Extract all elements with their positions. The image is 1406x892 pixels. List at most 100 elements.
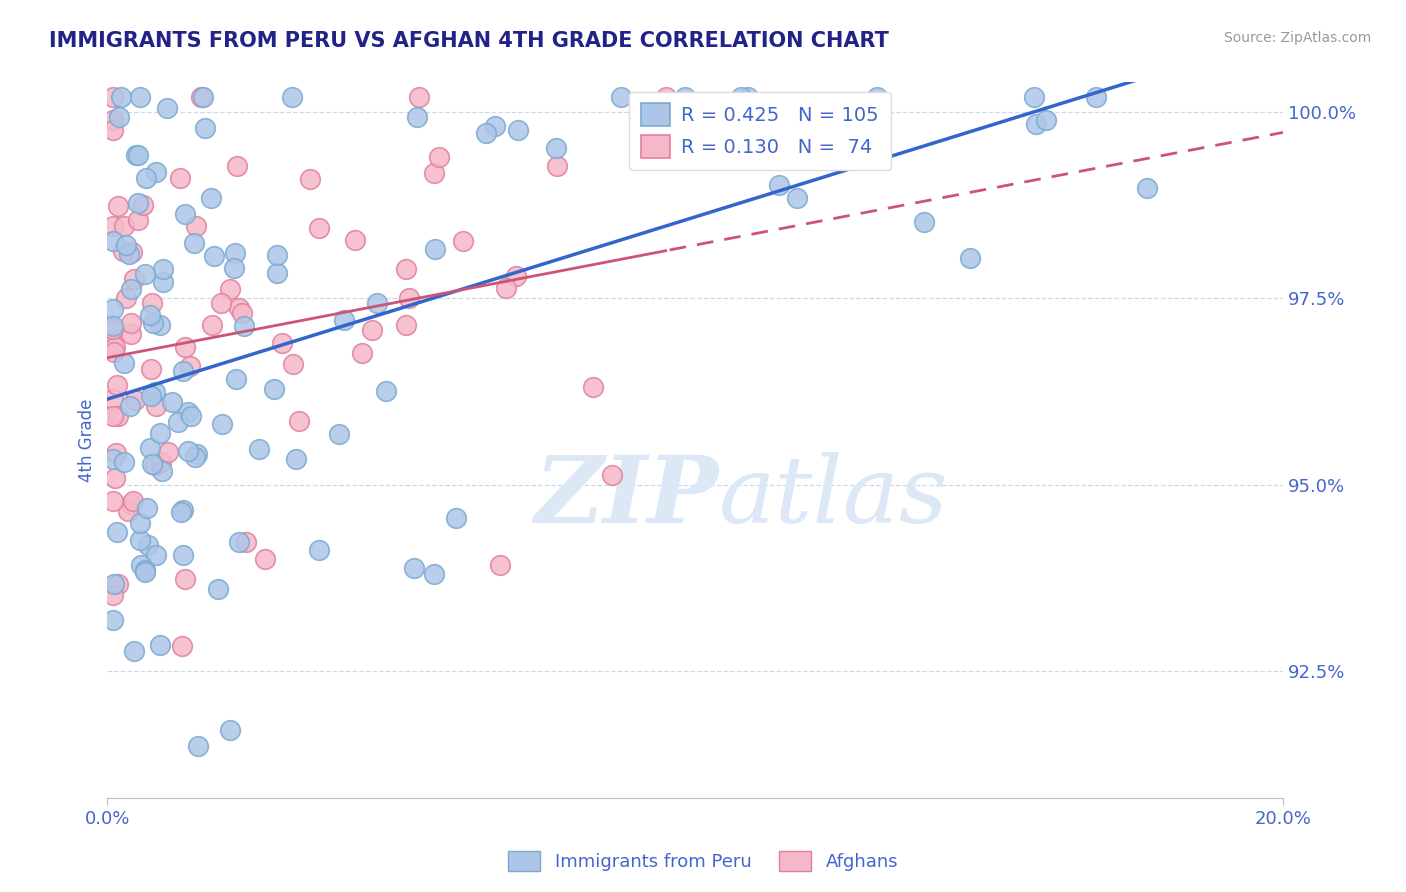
Point [281,90,304,104]
Point [120,326,142,341]
Point [169,170,191,185]
Text: IMMIGRANTS FROM PERU VS AFGHAN 4TH GRADE CORRELATION CHART: IMMIGRANTS FROM PERU VS AFGHAN 4TH GRADE… [49,31,889,51]
Point [406,110,429,124]
Point [183,235,205,250]
Point [395,262,418,277]
Point [737,90,759,104]
Point [156,101,179,115]
Point [121,244,143,259]
Point [249,442,271,456]
Point [149,455,172,469]
Point [103,319,125,334]
Point [112,219,135,234]
Y-axis label: 4th Grade: 4th Grade [79,399,96,482]
Point [134,563,156,577]
Point [152,275,174,289]
Point [350,346,373,360]
Point [209,296,232,310]
Point [253,552,276,566]
Point [127,196,149,211]
Point [422,566,444,581]
Point [191,90,214,104]
Point [224,261,246,276]
Point [103,345,125,359]
Point [344,233,367,247]
Point [225,372,247,386]
Point [122,643,145,657]
Point [136,539,159,553]
Point [145,549,167,563]
Point [174,340,197,354]
Point [404,560,426,574]
Point [134,565,156,579]
Point [167,415,190,429]
Point [207,582,229,596]
Point [332,313,354,327]
Point [655,90,678,104]
Point [866,90,889,104]
Point [609,90,631,104]
Point [134,267,156,281]
Point [959,251,981,265]
Point [152,262,174,277]
Point [135,171,157,186]
Point [127,147,149,161]
Point [444,511,467,525]
Point [211,417,233,431]
Point [408,90,430,104]
Point [103,90,125,104]
Point [139,308,162,322]
Point [110,90,132,104]
Point [398,291,420,305]
Point [1135,181,1157,195]
Point [103,494,125,508]
Point [149,318,172,333]
Point [103,409,125,423]
Point [179,359,201,373]
Point [299,172,322,186]
Point [145,165,167,179]
Point [174,206,197,220]
Point [104,446,127,460]
Point [287,414,309,428]
Point [1035,113,1057,128]
Point [103,234,125,248]
Point [186,446,208,460]
Point [103,470,125,484]
Point [127,212,149,227]
Point [263,382,285,396]
Point [143,458,166,473]
Point [235,535,257,549]
Point [120,497,142,511]
Point [180,409,202,424]
Text: ZIP: ZIP [534,452,718,542]
Point [103,613,125,627]
Point [149,426,172,441]
Point [132,198,155,212]
Point [546,141,568,155]
Point [328,427,350,442]
Point [172,502,194,516]
Point [107,576,129,591]
Point [172,548,194,562]
Point [475,126,498,140]
Point [184,219,207,233]
Point [115,292,138,306]
Point [103,219,125,233]
Point [484,119,506,133]
Point [673,90,696,104]
Point [285,451,308,466]
Point [129,90,152,104]
Point [423,166,446,180]
Point [115,237,138,252]
Legend: R = 0.425   N = 105, R = 0.130   N =  74: R = 0.425 N = 105, R = 0.130 N = 74 [628,92,891,169]
Point [117,504,139,518]
Point [693,138,716,153]
Point [103,322,125,336]
Point [506,122,529,136]
Point [1022,90,1045,104]
Point [224,245,246,260]
Point [107,524,129,539]
Point [141,296,163,310]
Legend: Immigrants from Peru, Afghans: Immigrants from Peru, Afghans [501,844,905,879]
